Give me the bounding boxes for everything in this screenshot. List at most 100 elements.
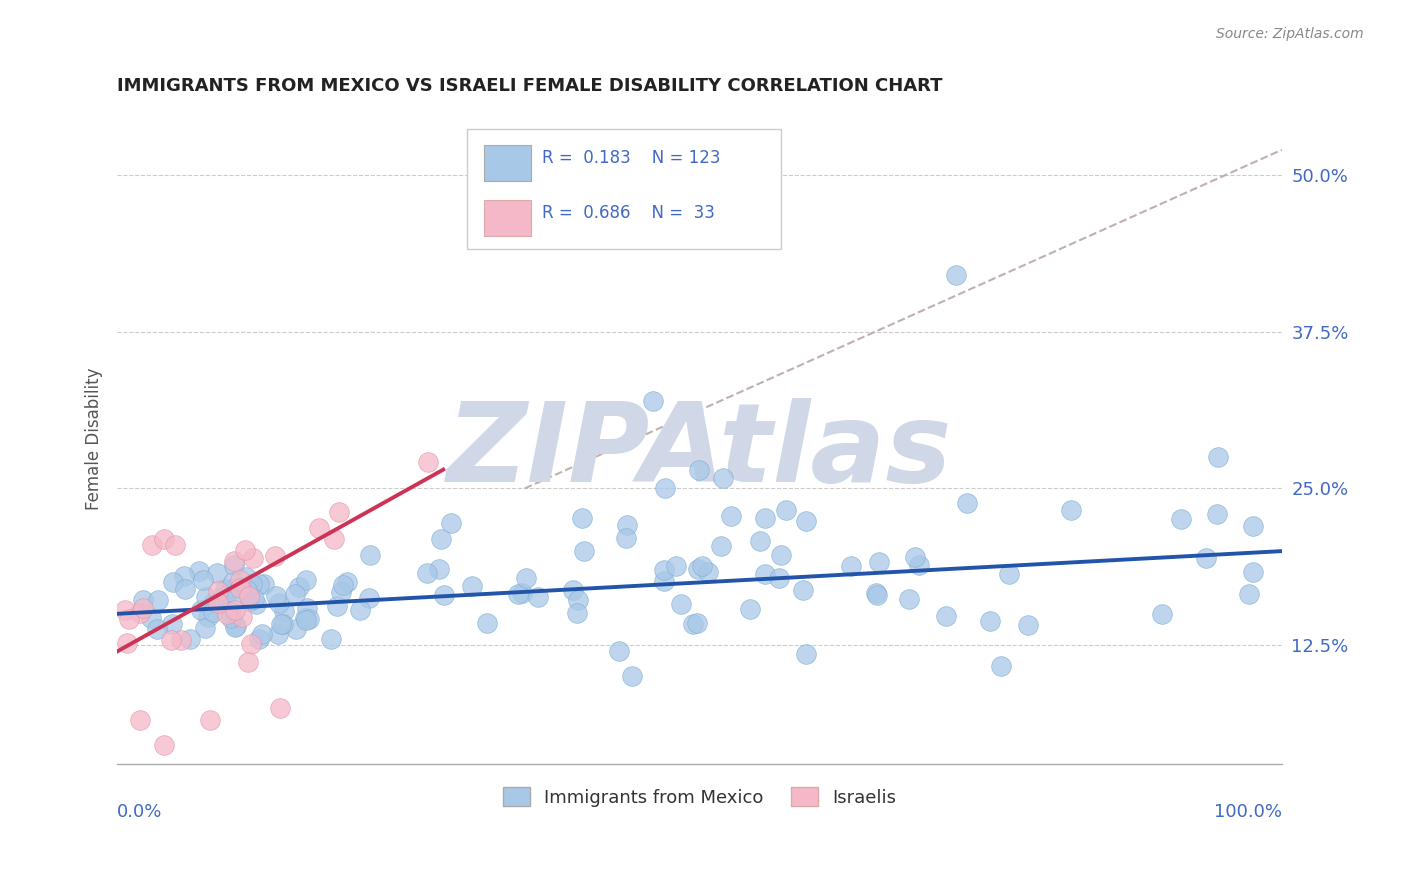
Point — [332, 578, 354, 592]
Point — [201, 596, 224, 610]
Point — [794, 648, 817, 662]
Point — [229, 574, 252, 588]
Point — [792, 582, 814, 597]
Point — [990, 659, 1012, 673]
Point — [652, 574, 675, 589]
Point — [141, 610, 163, 624]
Point — [1017, 617, 1039, 632]
Point — [1170, 512, 1192, 526]
Point — [794, 514, 817, 528]
Point — [132, 601, 155, 615]
Point — [527, 590, 550, 604]
Point — [247, 577, 270, 591]
Point — [162, 574, 184, 589]
Point — [323, 532, 346, 546]
Text: IMMIGRANTS FROM MEXICO VS ISRAELI FEMALE DISABILITY CORRELATION CHART: IMMIGRANTS FROM MEXICO VS ISRAELI FEMALE… — [117, 78, 942, 95]
Point — [215, 588, 238, 602]
Point — [512, 586, 534, 600]
Point — [1152, 607, 1174, 621]
Point — [207, 584, 229, 599]
Point — [692, 558, 714, 573]
Point — [416, 566, 439, 580]
Point — [865, 585, 887, 599]
Y-axis label: Female Disability: Female Disability — [86, 367, 103, 509]
Point — [160, 617, 183, 632]
Point — [616, 518, 638, 533]
Point — [250, 627, 273, 641]
Point — [271, 617, 294, 632]
Point — [775, 503, 797, 517]
Point — [349, 603, 371, 617]
Point — [194, 621, 217, 635]
Point — [247, 632, 270, 646]
Point — [207, 596, 229, 610]
Point — [284, 587, 307, 601]
Point — [1241, 519, 1264, 533]
Point — [195, 590, 218, 604]
Point — [264, 549, 287, 564]
Point — [754, 510, 776, 524]
Point — [567, 592, 589, 607]
Point — [193, 574, 215, 588]
Point — [294, 611, 316, 625]
Point — [146, 623, 169, 637]
Point — [219, 610, 242, 624]
Point — [224, 558, 246, 572]
Point — [904, 549, 927, 564]
Point — [641, 393, 664, 408]
Point — [229, 582, 252, 596]
Text: 100.0%: 100.0% — [1213, 804, 1282, 822]
Point — [187, 564, 209, 578]
Point — [129, 606, 152, 620]
Point — [219, 604, 242, 618]
Text: 0.0%: 0.0% — [117, 804, 163, 822]
Point — [770, 549, 793, 563]
Point — [298, 612, 321, 626]
Point — [240, 577, 263, 591]
Point — [115, 636, 138, 650]
Point — [754, 567, 776, 582]
Point — [621, 669, 644, 683]
Point — [159, 633, 181, 648]
Point — [242, 551, 264, 566]
Point — [233, 542, 256, 557]
Point — [749, 534, 772, 549]
Point — [866, 588, 889, 602]
Text: ZIPAtlas: ZIPAtlas — [447, 398, 952, 505]
Point — [416, 455, 439, 469]
Point — [325, 599, 347, 614]
Point — [221, 582, 243, 596]
Point — [998, 567, 1021, 582]
Point — [697, 565, 720, 579]
Point — [236, 655, 259, 669]
Text: R =  0.686    N =  33: R = 0.686 N = 33 — [543, 204, 716, 222]
Point — [169, 632, 191, 647]
Point — [461, 579, 484, 593]
Point — [357, 591, 380, 605]
Point — [245, 597, 267, 611]
Point — [267, 627, 290, 641]
Point — [907, 558, 929, 572]
Point — [319, 632, 342, 646]
Point — [768, 571, 790, 585]
Point — [294, 573, 316, 587]
Point — [224, 619, 246, 633]
Point — [433, 588, 456, 602]
Point — [440, 516, 463, 530]
Point — [868, 555, 890, 569]
Point — [508, 587, 530, 601]
Point — [224, 554, 246, 568]
Point — [427, 562, 450, 576]
Point — [665, 559, 688, 574]
Point — [935, 609, 957, 624]
Point — [572, 543, 595, 558]
Point — [114, 603, 136, 617]
Point — [173, 582, 195, 596]
Point — [240, 637, 263, 651]
Text: Source: ZipAtlas.com: Source: ZipAtlas.com — [1216, 27, 1364, 41]
Point — [561, 582, 583, 597]
Point — [129, 714, 152, 728]
Text: R =  0.183    N = 123: R = 0.183 N = 123 — [543, 149, 721, 167]
Point — [267, 596, 290, 610]
Point — [1195, 551, 1218, 566]
